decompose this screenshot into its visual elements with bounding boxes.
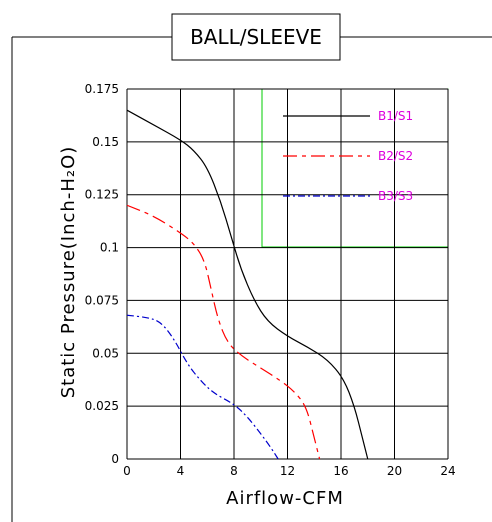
series-line-2 <box>126 204 321 460</box>
x-axis-label: Airflow-CFM <box>226 488 344 509</box>
y-tick-label: 0.15 <box>92 135 119 149</box>
y-axis-label: Static Pressure(Inch-H₂O) <box>58 146 79 399</box>
chart-frame <box>11 13 492 522</box>
chart-title: BALL/SLEEVE <box>190 25 322 49</box>
legend-label-2: B2/S2 <box>378 149 413 163</box>
legend-label-3: B3/S3 <box>378 189 413 203</box>
x-tick-label: 8 <box>230 464 238 478</box>
series-line-1 <box>126 109 369 460</box>
x-tick-label: 0 <box>123 464 131 478</box>
y-tick-label: 0.175 <box>85 82 119 96</box>
title-box <box>171 13 341 61</box>
y-tick-label: 0.125 <box>85 188 119 202</box>
x-tick-label: 12 <box>280 464 295 478</box>
y-tick-label: 0.075 <box>85 293 119 307</box>
x-tick-label: 20 <box>387 464 402 478</box>
y-tick-label: 0 <box>111 452 119 466</box>
grid <box>126 88 449 460</box>
legend-label-1: B1/S1 <box>378 109 413 123</box>
tick-labels: 0 4 8 12 16 20 24 0 0.025 0.05 0.075 0.1 0.125 0.15 0.… <box>85 82 456 478</box>
series <box>126 109 369 460</box>
y-tick-label: 0.05 <box>92 346 119 360</box>
x-tick-label: 24 <box>440 464 455 478</box>
x-tick-label: 16 <box>333 464 348 478</box>
y-tick-label: 0.025 <box>85 399 119 413</box>
x-tick-label: 4 <box>177 464 185 478</box>
series-line-3 <box>126 314 279 460</box>
legend-box <box>261 88 449 248</box>
y-tick-label: 0.1 <box>100 241 119 255</box>
legend: B1/S1 B2/S2 B3/S3 <box>283 109 413 203</box>
